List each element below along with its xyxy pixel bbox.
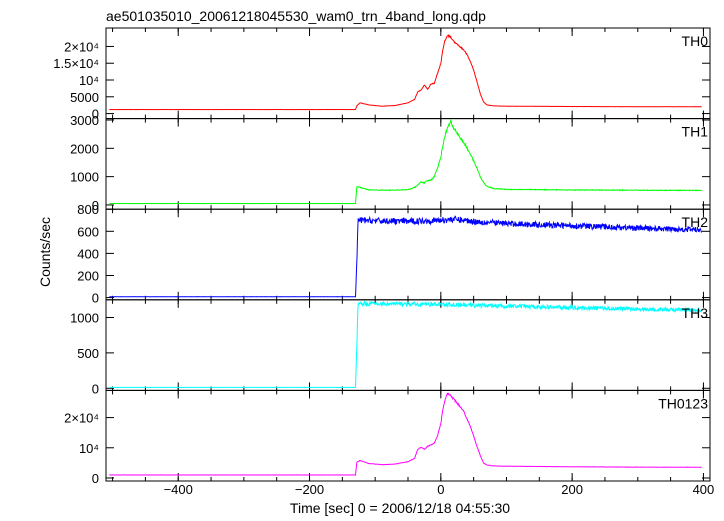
panel-label-th3: TH3 xyxy=(682,305,709,321)
panel-label-th1: TH1 xyxy=(682,124,709,140)
chart-title: ae501035010_20061218045530_wam0_trn_4ban… xyxy=(106,8,486,24)
y-tick-label: 2×10⁴ xyxy=(64,411,99,426)
x-axis-title: Time [sec] 0 = 2006/12/18 04:55:30 xyxy=(290,500,510,516)
series-line-th0123 xyxy=(109,392,702,476)
x-tick-label: 400 xyxy=(693,482,715,497)
y-tick-label: 3000 xyxy=(70,113,99,128)
x-tick-label: −200 xyxy=(295,482,324,497)
series-line-th1 xyxy=(109,118,703,205)
panel-label-th0: TH0 xyxy=(682,33,709,49)
series-line-th2 xyxy=(109,215,703,298)
series-line-th0 xyxy=(109,34,702,111)
x-tick-label: −400 xyxy=(164,482,193,497)
y-tick-label: 10⁴ xyxy=(79,441,99,456)
y-tick-label: 600 xyxy=(77,224,99,239)
y-tick-label: 1.5×10⁴ xyxy=(53,56,99,71)
y-tick-label: 1000 xyxy=(70,170,99,185)
y-tick-label: 400 xyxy=(77,246,99,261)
y-tick-label: 5000 xyxy=(70,90,99,105)
y-tick-label: 2×10⁴ xyxy=(64,39,99,54)
x-tick-label: 0 xyxy=(437,482,444,497)
x-tick-label: 200 xyxy=(561,482,583,497)
y-tick-label: 0 xyxy=(92,381,99,396)
y-tick-label: 1000 xyxy=(70,310,99,325)
series-line-th3 xyxy=(109,299,702,389)
panel-frame-th1 xyxy=(105,118,711,210)
panel-frame-th3 xyxy=(105,299,711,391)
y-tick-label: 0 xyxy=(92,291,99,306)
y-tick-label: 2000 xyxy=(70,141,99,156)
y-tick-label: 0 xyxy=(92,198,99,213)
y-tick-label: 10⁴ xyxy=(79,73,99,88)
panel-label-th0123: TH0123 xyxy=(658,395,708,411)
panel-label-th2: TH2 xyxy=(682,214,709,230)
y-tick-label: 0 xyxy=(92,107,99,122)
y-tick-label: 200 xyxy=(77,268,99,283)
y-tick-label: 500 xyxy=(77,346,99,361)
y-tick-label: 0 xyxy=(92,471,99,486)
panel-frame-th0 xyxy=(105,27,711,120)
y-axis-title: Counts/sec xyxy=(37,217,53,287)
y-tick-label: 800 xyxy=(77,202,99,217)
